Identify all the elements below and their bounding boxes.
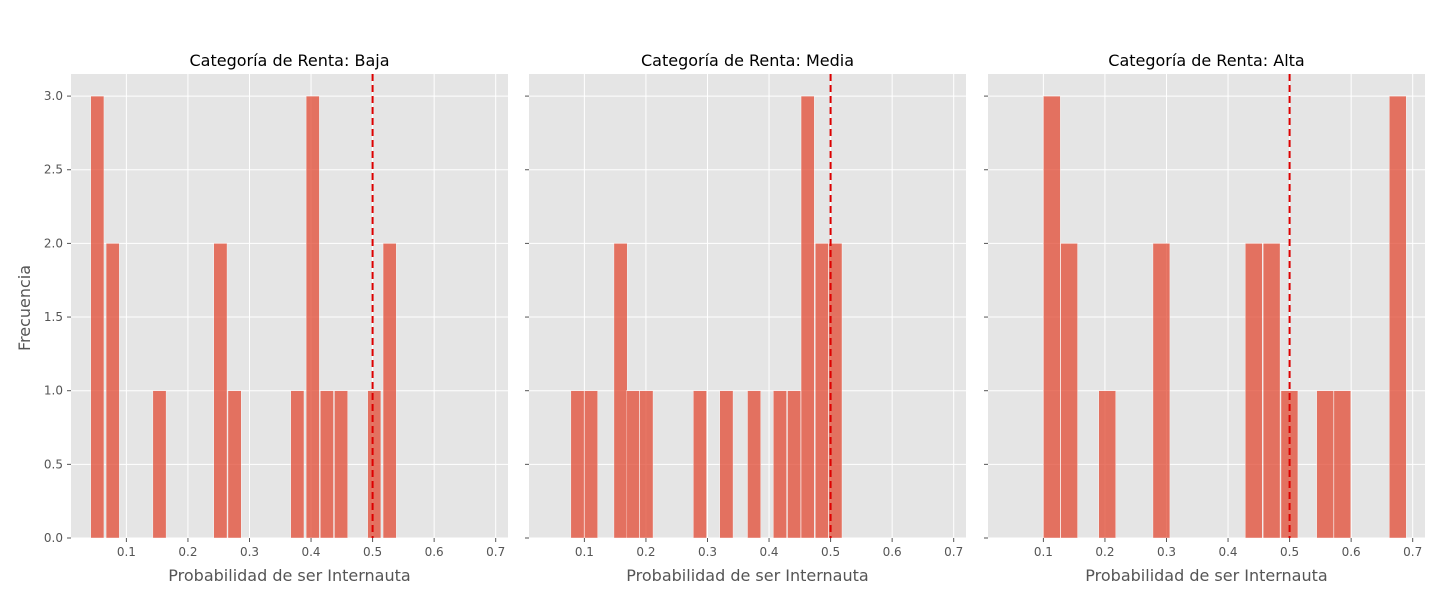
histogram-bar <box>227 390 242 539</box>
histogram-bar <box>613 243 628 539</box>
histogram-bar <box>626 390 640 539</box>
x-axis-label: Probabilidad de ser Internauta <box>168 566 410 585</box>
histogram-bar <box>1389 95 1407 539</box>
histogram-bar <box>693 390 707 539</box>
histogram-bar <box>90 95 105 539</box>
x-tick-label: 0.4 <box>301 545 320 559</box>
y-tick-label: 1.0 <box>44 384 63 398</box>
y-tick-label: 2.5 <box>44 163 63 177</box>
histogram-bar <box>773 390 787 539</box>
histogram-bar <box>290 390 305 539</box>
y-tick-label: 0.0 <box>44 531 63 545</box>
histogram-bar <box>152 390 167 539</box>
histogram-bar <box>367 390 382 539</box>
x-tick-label: 0.1 <box>117 545 136 559</box>
histogram-bar <box>334 390 348 539</box>
histogram-bar <box>800 95 815 539</box>
x-tick-label: 0.7 <box>486 545 505 559</box>
panels: 0.1 0.2 0.3 0.4 0.5 0.6 0.7 0.0 0.5 1.0 1.5 2.0 2.5 3… <box>44 51 1425 585</box>
y-axis-label: Frecuencia <box>15 265 34 351</box>
panel-title: Categoría de Renta: Media <box>641 51 854 70</box>
x-tick-label: 0.6 <box>883 545 902 559</box>
y-tick-label: 2.0 <box>44 236 63 250</box>
histogram-bar <box>1316 390 1334 539</box>
histogram-bar <box>213 243 228 539</box>
histogram-bar <box>1245 243 1263 539</box>
x-tick-label: 0.4 <box>759 545 778 559</box>
histogram-bar <box>1152 243 1171 539</box>
x-tick-label: 0.1 <box>575 545 594 559</box>
plot-area <box>71 74 508 538</box>
histogram-bar <box>584 390 598 539</box>
histogram-bar <box>787 390 801 539</box>
histogram-bar <box>382 243 397 539</box>
histogram-bar <box>639 390 654 539</box>
panel-title: Categoría de Renta: Alta <box>1108 51 1304 70</box>
x-tick-label: 0.5 <box>1280 545 1299 559</box>
histogram-bar <box>305 95 320 539</box>
y-tick-label: 3.0 <box>44 89 63 103</box>
x-tick-label: 0.4 <box>1218 545 1237 559</box>
x-tick-label: 0.6 <box>1342 545 1361 559</box>
histogram-bar <box>747 390 761 539</box>
x-tick-label: 0.2 <box>636 545 655 559</box>
x-tick-label: 0.2 <box>1095 545 1114 559</box>
x-tick-label: 0.6 <box>425 545 444 559</box>
histogram-bar <box>1262 243 1281 539</box>
y-tick-label: 0.5 <box>44 457 63 471</box>
x-tick-label: 0.1 <box>1034 545 1053 559</box>
histogram-panel-2: 0.1 0.2 0.3 0.4 0.5 0.6 0.7 Categoría de Renta:… <box>525 51 966 585</box>
histogram-bar <box>570 390 585 539</box>
histogram-bar <box>320 390 334 539</box>
x-tick-label: 0.7 <box>944 545 963 559</box>
histogram-bar <box>815 243 829 539</box>
x-tick-label: 0.2 <box>178 545 197 559</box>
x-tick-label: 0.3 <box>698 545 717 559</box>
histogram-bar <box>1060 243 1078 539</box>
histogram-bar <box>719 390 734 539</box>
histogram-panel-3: 0.1 0.2 0.3 0.4 0.5 0.6 0.7 Categoría de Renta:… <box>984 51 1425 585</box>
x-tick-label: 0.5 <box>821 545 840 559</box>
x-tick-label: 0.7 <box>1403 545 1422 559</box>
x-tick-label: 0.3 <box>240 545 259 559</box>
panel-title: Categoría de Renta: Baja <box>189 51 389 70</box>
x-axis-label: Probabilidad de ser Internauta <box>626 566 868 585</box>
histogram-panel-1: 0.1 0.2 0.3 0.4 0.5 0.6 0.7 0.0 0.5 1.0 1.5 2.0 2.5 3… <box>44 51 508 585</box>
histogram-bar <box>1333 390 1352 539</box>
histogram-bar <box>105 243 120 539</box>
histogram-bar <box>1043 95 1061 539</box>
histogram-bar <box>828 243 843 539</box>
x-tick-label: 0.5 <box>363 545 382 559</box>
y-tick-label: 1.5 <box>44 310 63 324</box>
x-axis-label: Probabilidad de ser Internauta <box>1085 566 1327 585</box>
histogram-bar <box>1098 390 1116 539</box>
x-tick-label: 0.3 <box>1157 545 1176 559</box>
